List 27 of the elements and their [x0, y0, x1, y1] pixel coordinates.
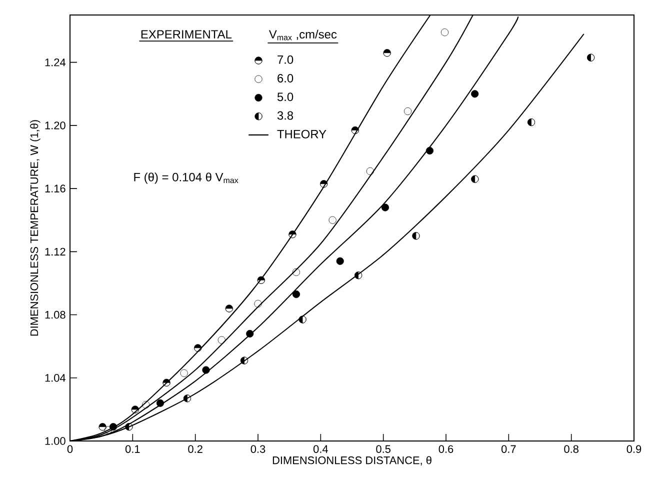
legend-label: 3.8 [277, 111, 294, 120]
y-tick-label: 1.04 [45, 374, 66, 382]
x-tick-label: 0.2 [188, 445, 202, 453]
legend-label: 5.0 [277, 92, 294, 102]
x-tick-label: 0.1 [125, 445, 140, 453]
legend-label: 6.0 [278, 74, 294, 82]
x-tick-label: 0.4 [313, 445, 328, 453]
y-axis-title: DIMENSIONLESS TEMPERATURE, W (1,θ) [30, 120, 40, 336]
y-tick-label: 1.16 [45, 184, 66, 192]
legend-label: THEORY [277, 130, 326, 138]
x-tick-label: 0.3 [250, 445, 266, 453]
legend-title: EXPERIMENTAL [141, 30, 232, 38]
x-tick-label: 0 [67, 445, 73, 453]
y-tick-label: 1.08 [45, 310, 66, 319]
y-tick-label: 1.12 [45, 248, 66, 256]
y-tick-label: 1.00 [45, 437, 66, 445]
x-axis-title: DIMENSIONLESS DISTANCE, θ [272, 456, 432, 466]
x-tick-label: 0.6 [438, 445, 454, 453]
y-tick-label: 1.24 [45, 58, 66, 66]
x-tick-label: 0.8 [564, 445, 578, 453]
annotation: F (θ) = 0.104 θ V$_{max}$ [134, 172, 238, 184]
annotation: V$_{max}$ ,cm/sec [268, 30, 337, 40]
y-tick-label: 1.20 [45, 122, 66, 130]
legend-label: 7.0 [278, 55, 294, 64]
x-tick-label: 0.9 [626, 445, 642, 453]
x-tick-label: 0.7 [501, 445, 516, 453]
x-tick-label: 0.5 [376, 445, 390, 453]
